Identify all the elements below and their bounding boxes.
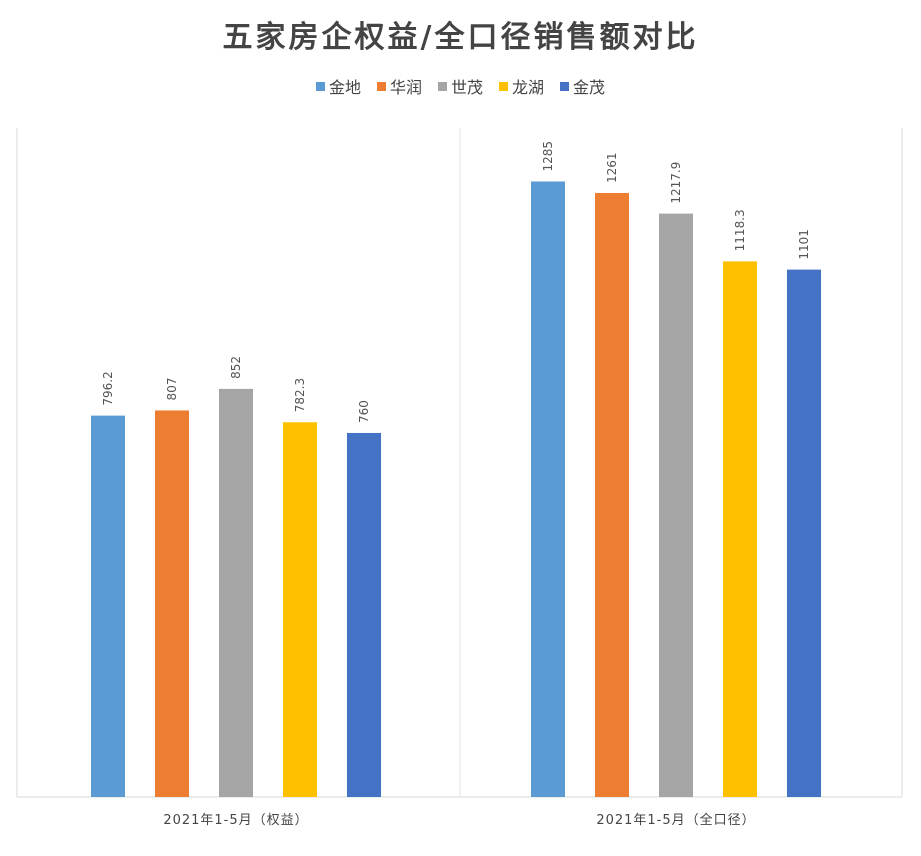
legend-item-shimao: 世茂 <box>437 74 483 98</box>
x-tick-label-equity: 2021年1-5月（权益） <box>163 812 308 828</box>
bar-equity-jindi <box>91 415 125 797</box>
legend-label-jinmao: 金茂 <box>573 78 606 97</box>
chart-legend: 金地 华润 世茂 龙湖 金茂 <box>0 74 921 98</box>
data-label-full-jinmao: 1101 <box>797 229 811 260</box>
legend-swatch-shimao <box>437 81 447 91</box>
legend-label-huarun: 华润 <box>389 78 422 97</box>
data-label-equity-huarun: 807 <box>165 378 179 401</box>
legend-label-shimao: 世茂 <box>450 78 483 97</box>
legend-swatch-jindi <box>315 81 325 91</box>
x-tick-label-full: 2021年1-5月（全口径） <box>596 812 755 828</box>
bar-equity-huarun <box>155 410 189 797</box>
legend-swatch-longhu <box>499 81 508 91</box>
legend-label-jindi: 金地 <box>328 78 361 97</box>
legend-item-huarun: 华润 <box>376 74 422 98</box>
data-label-full-huarun: 1261 <box>605 152 619 183</box>
data-label-equity-shimao: 852 <box>229 356 243 379</box>
data-label-full-longhu: 1118.3 <box>733 209 747 251</box>
legend-item-jindi: 金地 <box>315 74 361 98</box>
bar-full-shimao <box>659 213 693 797</box>
bar-full-huarun <box>595 192 629 797</box>
bar-full-jinmao <box>787 269 821 798</box>
legend-swatch-huarun <box>376 81 386 91</box>
chart-title: 五家房企权益/全口径销售额对比 <box>222 20 699 55</box>
data-label-full-shimao: 1217.9 <box>669 162 683 204</box>
legend-label-longhu: 龙湖 <box>512 78 545 97</box>
data-label-equity-jinmao: 760 <box>357 400 371 423</box>
data-label-equity-jindi: 796.2 <box>101 371 115 405</box>
bar-full-longhu <box>723 261 757 797</box>
legend-item-jinmao: 金茂 <box>560 74 605 98</box>
legend-item-longhu: 龙湖 <box>499 74 544 98</box>
bar-equity-longhu <box>283 422 317 797</box>
data-label-full-jindi: 1285 <box>541 141 555 172</box>
data-label-equity-longhu: 782.3 <box>293 378 307 412</box>
bar-full-jindi <box>531 181 565 798</box>
bar-equity-jinmao <box>347 432 381 797</box>
legend-swatch-jinmao <box>560 81 570 91</box>
bar-equity-shimao <box>219 388 253 797</box>
